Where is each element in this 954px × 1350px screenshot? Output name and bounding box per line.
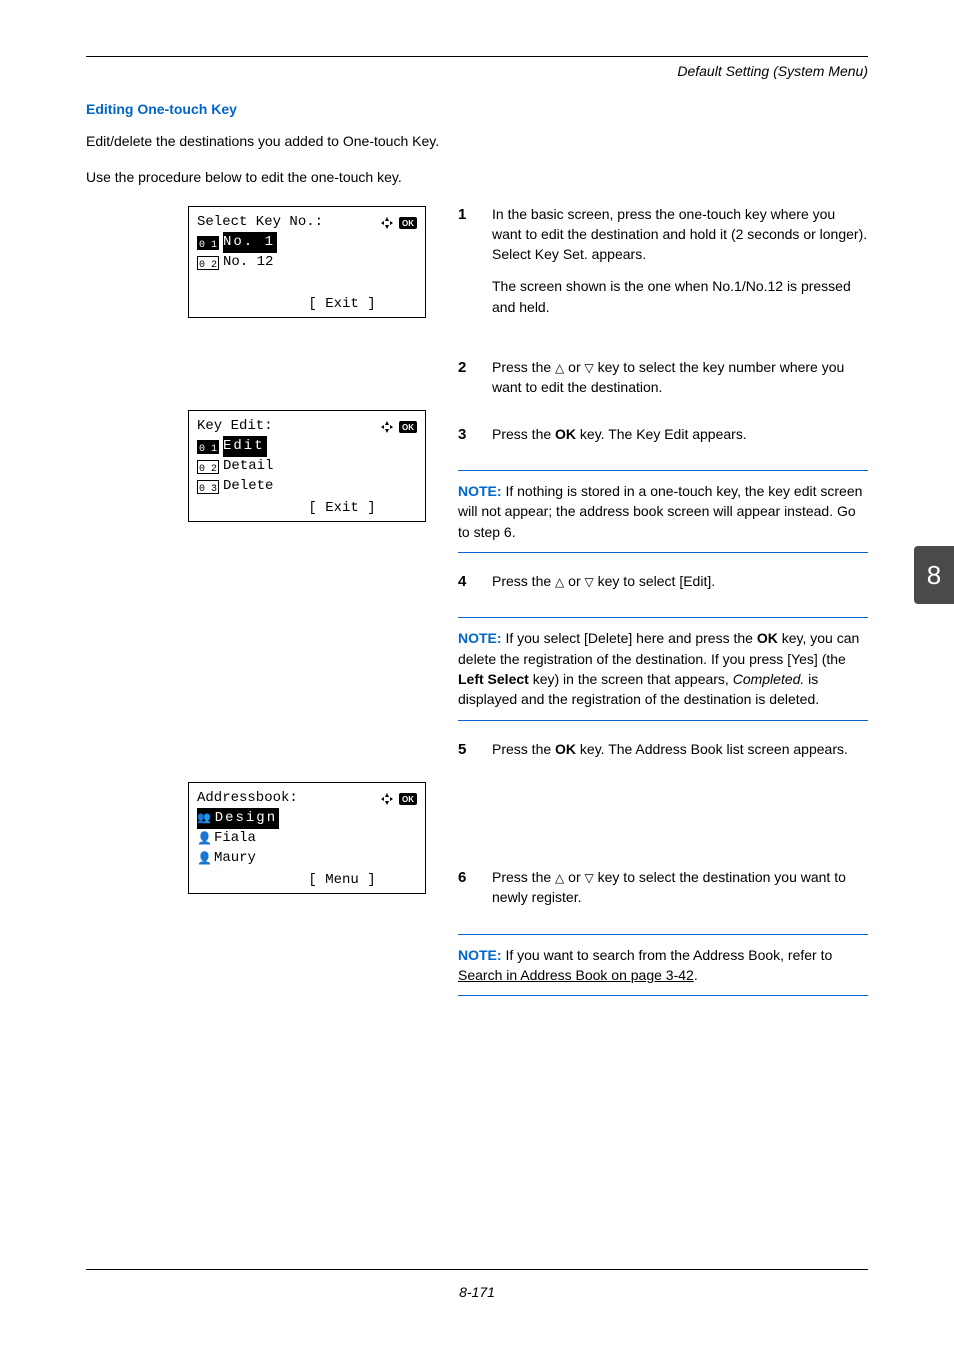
step-number: 5	[458, 739, 472, 771]
row-index-icon: 0 3	[197, 477, 219, 497]
triangle-up-icon: △	[555, 870, 564, 887]
step-2-text: Press the △ or ▽ key to select the key n…	[492, 357, 868, 398]
svg-text:OK: OK	[402, 423, 414, 432]
intro-paragraph-1: Edit/delete the destinations you added t…	[86, 131, 868, 151]
person-icon: 👤	[197, 830, 212, 848]
step-number: 2	[458, 357, 472, 410]
svg-text:0 1: 0 1	[199, 240, 217, 250]
sub-heading: Editing One-touch Key	[86, 101, 868, 117]
footer-rule	[86, 1269, 868, 1270]
header-rule	[86, 56, 868, 57]
step-number: 6	[458, 867, 472, 920]
lcd-nav-ok-icon: OK	[379, 420, 417, 434]
note-1-text: If nothing is stored in a one-touch key,…	[458, 483, 862, 540]
step-3-text: Press the OK key. The Key Edit appears.	[492, 424, 868, 444]
chapter-tab: 8	[914, 546, 954, 604]
row-index-icon: 0 2	[197, 253, 219, 273]
svg-text:0 2: 0 2	[199, 260, 217, 270]
row-index-icon: 0 1	[197, 233, 219, 253]
lcd2-title: Key Edit:	[197, 416, 273, 437]
triangle-up-icon: △	[555, 574, 564, 591]
triangle-up-icon: △	[555, 360, 564, 377]
lcd3-row2: Fiala	[214, 828, 256, 849]
note-label: NOTE:	[458, 947, 502, 963]
lcd1-softkey: [ Exit ]	[308, 294, 375, 315]
svg-text:OK: OK	[402, 219, 414, 228]
step-6: 6 Press the △ or ▽ key to select the des…	[458, 867, 868, 920]
lcd2-row1: Edit	[223, 436, 267, 457]
step-1-text-a: In the basic screen, press the one-touch…	[492, 204, 868, 265]
step-4: 4 Press the △ or ▽ key to select [Edit].	[458, 571, 868, 603]
lcd3-softkey: [ Menu ]	[308, 870, 375, 891]
lcd-nav-ok-icon: OK	[379, 216, 417, 230]
lcd2-softkey: [ Exit ]	[308, 498, 375, 519]
group-icon: 👥	[197, 813, 213, 825]
lcd-key-edit: Key Edit: OK 0 1 Edit 0 2 Detail	[188, 410, 426, 522]
step-number: 1	[458, 204, 472, 329]
row-index-icon: 0 1	[197, 437, 219, 457]
svg-text:0 1: 0 1	[199, 444, 217, 454]
step-1: 1 In the basic screen, press the one-tou…	[458, 204, 868, 329]
step-2: 2 Press the △ or ▽ key to select the key…	[458, 357, 868, 410]
note-3-text: If you want to search from the Address B…	[458, 947, 832, 983]
row-index-icon: 0 2	[197, 457, 219, 477]
note-2: NOTE: If you select [Delete] here and pr…	[458, 617, 868, 720]
step-4-text: Press the △ or ▽ key to select [Edit].	[492, 571, 868, 591]
svg-text:0 2: 0 2	[199, 464, 217, 474]
step-number: 3	[458, 424, 472, 456]
step-3: 3 Press the OK key. The Key Edit appears…	[458, 424, 868, 456]
lcd2-row2: Detail	[223, 456, 273, 477]
person-icon: 👤	[197, 850, 212, 868]
lcd-nav-ok-icon: OK	[379, 792, 417, 806]
triangle-down-icon: ▽	[585, 360, 594, 377]
step-5-text: Press the OK key. The Address Book list …	[492, 739, 868, 759]
page-number: 8-171	[0, 1284, 954, 1300]
lcd1-row2: No. 12	[223, 252, 273, 273]
lcd3-title: Addressbook:	[197, 788, 298, 809]
triangle-down-icon: ▽	[585, 870, 594, 887]
lcd-select-key: Select Key No.: OK 0 1 No. 1 0 2 No. 12	[188, 206, 426, 318]
note-1: NOTE: If nothing is stored in a one-touc…	[458, 470, 868, 553]
lcd1-row1: No. 1	[223, 232, 277, 253]
note-3: NOTE: If you want to search from the Add…	[458, 934, 868, 997]
step-6-text: Press the △ or ▽ key to select the desti…	[492, 867, 868, 908]
triangle-down-icon: ▽	[585, 574, 594, 591]
svg-text:0 3: 0 3	[199, 484, 217, 494]
lcd2-row3: Delete	[223, 476, 273, 497]
lcd3-row3: Maury	[214, 848, 256, 869]
cross-reference-link[interactable]: Search in Address Book on page 3-42	[458, 967, 694, 983]
lcd-addressbook: Addressbook: OK 👥Design 👤 Fiala 👤 Maury …	[188, 782, 426, 894]
step-number: 4	[458, 571, 472, 603]
right-column: 1 In the basic screen, press the one-tou…	[458, 204, 868, 1015]
svg-text:OK: OK	[402, 795, 414, 804]
note-2-text: If you select [Delete] here and press th…	[458, 630, 859, 707]
note-label: NOTE:	[458, 483, 502, 499]
note-label: NOTE:	[458, 630, 502, 646]
intro-paragraph-2: Use the procedure below to edit the one-…	[86, 167, 868, 187]
step-1-text-b: The screen shown is the one when No.1/No…	[492, 276, 868, 317]
header-section-title: Default Setting (System Menu)	[86, 63, 868, 79]
lcd3-row1: 👥Design	[197, 808, 279, 829]
left-column: Select Key No.: OK 0 1 No. 1 0 2 No. 12	[86, 204, 426, 1015]
step-5: 5 Press the OK key. The Address Book lis…	[458, 739, 868, 771]
lcd1-title: Select Key No.:	[197, 212, 323, 233]
